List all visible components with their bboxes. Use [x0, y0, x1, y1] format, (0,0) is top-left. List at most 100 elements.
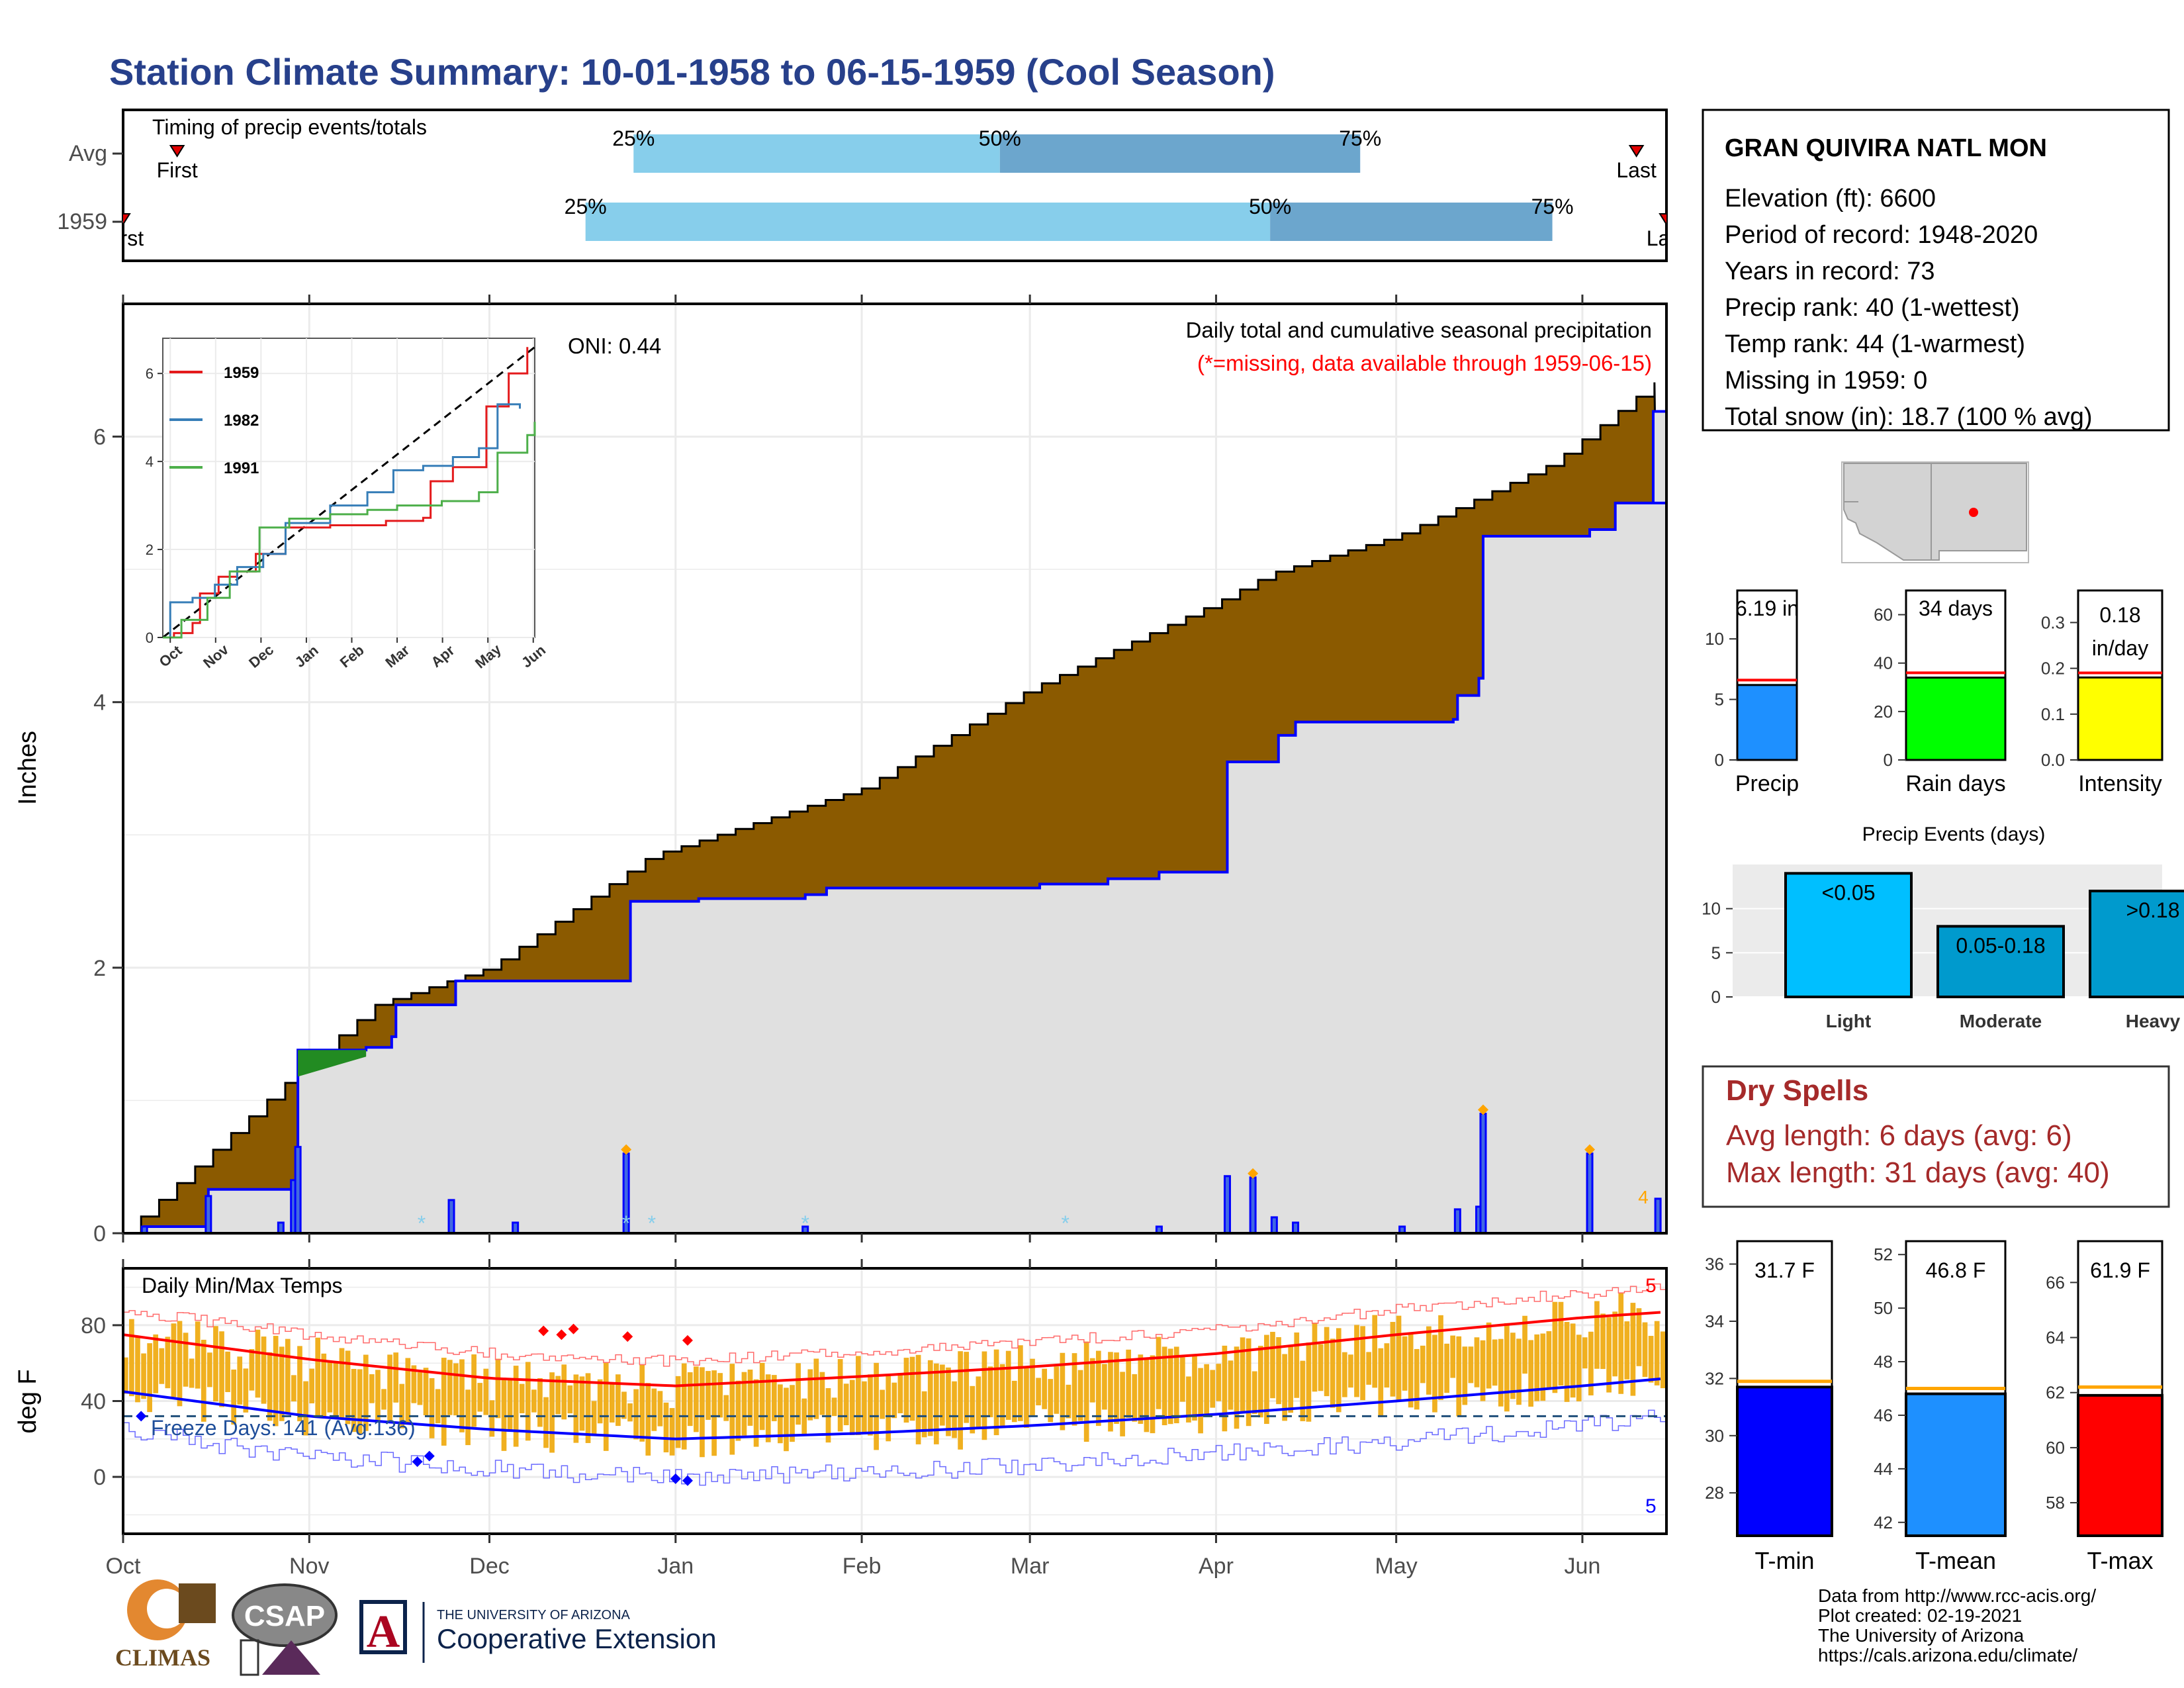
temp-summary-tick-label: 34 — [1705, 1311, 1724, 1331]
first-marker — [123, 213, 131, 226]
temp-day-bar — [1534, 1334, 1540, 1401]
temp-day-bar — [897, 1373, 903, 1413]
page-title: Station Climate Summary: 10-01-1958 to 0… — [109, 51, 1275, 93]
daily-precip-bar — [1453, 1208, 1461, 1233]
temp-day-bar — [1132, 1374, 1138, 1422]
temp-day-bar — [1408, 1334, 1414, 1408]
map-states — [1843, 463, 2027, 561]
precip-max-marker — [621, 1144, 632, 1155]
temp-day-bar — [1558, 1301, 1564, 1386]
temp-day-bar — [1138, 1354, 1144, 1424]
csap-logo: CSAP — [232, 1583, 338, 1676]
precip-y-tick-label: 0 — [93, 1221, 106, 1246]
temp-day-bar — [1450, 1335, 1456, 1378]
temp-day-bar — [333, 1362, 339, 1418]
temp-day-bar — [657, 1391, 663, 1427]
temp-y-ticks: 0 40 80 — [81, 1313, 123, 1490]
temp-day-bar — [1474, 1337, 1480, 1387]
temp-y-tick-label: 40 — [81, 1389, 106, 1415]
dry-spells-avg: Avg length: 6 days (avg: 6) — [1726, 1119, 2072, 1152]
temp-day-bar — [958, 1351, 963, 1450]
temp-day-bar — [1276, 1336, 1281, 1405]
temp-day-bar — [921, 1391, 927, 1438]
temp-summary-bar — [1736, 1385, 1833, 1538]
summary-bar — [1736, 684, 1798, 761]
temp-day-bar — [339, 1348, 345, 1419]
temp-day-bar — [1438, 1315, 1443, 1400]
temp-day-bar — [1486, 1322, 1492, 1389]
precip-missing-note: (*=missing, data available through 1959-… — [1197, 351, 1652, 375]
temp-day-bar — [633, 1389, 639, 1440]
temp-day-bar — [964, 1352, 970, 1423]
temp-day-bar — [1504, 1323, 1510, 1412]
temp-day-bar — [1270, 1331, 1275, 1399]
temp-day-bar — [1384, 1343, 1390, 1388]
temp-day-bar — [1161, 1346, 1167, 1426]
temp-day-bar — [1144, 1359, 1150, 1432]
temp-day-bar — [1216, 1364, 1222, 1401]
temp-day-bar — [1071, 1353, 1077, 1426]
temp-day-bar — [465, 1389, 471, 1446]
temp-day-bar — [387, 1354, 392, 1423]
summary-bar — [2077, 676, 2163, 761]
events-bar — [2089, 890, 2184, 998]
month-label: Mar — [1011, 1554, 1050, 1579]
temp-day-bar — [729, 1364, 735, 1455]
temp-day-bar — [357, 1369, 363, 1434]
temp-day-bar — [441, 1358, 447, 1446]
summary-bar-label: Rain days — [1905, 771, 2005, 796]
temp-day-bar — [447, 1360, 453, 1415]
precip-area — [123, 382, 1666, 1233]
temp-day-bar — [940, 1364, 945, 1426]
temp-day-bar — [1186, 1376, 1191, 1423]
timing-bar-q2 — [633, 134, 1000, 173]
temp-day-bar — [1083, 1341, 1089, 1442]
temp-day-bar — [663, 1402, 669, 1453]
summary-bar-tick-label: 5 — [1715, 690, 1724, 710]
precip-y-tick-label: 2 — [93, 956, 106, 981]
inset-line-1959 — [163, 347, 529, 639]
temp-day-bar — [1330, 1338, 1336, 1408]
temp-day-bar — [645, 1383, 651, 1456]
temp-day-bar — [531, 1389, 537, 1413]
record-high-marker — [622, 1331, 633, 1342]
temp-day-bar — [507, 1378, 513, 1431]
temp-summary-label: T-max — [2087, 1547, 2153, 1574]
temp-day-bar — [1036, 1378, 1041, 1406]
temp-day-bar — [273, 1336, 279, 1427]
temp-day-bar — [681, 1363, 687, 1450]
temp-day-bar — [573, 1374, 579, 1443]
temp-day-bar — [1342, 1352, 1347, 1397]
temp-day-bar — [1180, 1357, 1185, 1402]
inset-lines — [162, 346, 536, 639]
temp-day-bar — [987, 1366, 993, 1417]
temp-day-bar — [207, 1352, 212, 1387]
temp-day-bar — [771, 1375, 777, 1421]
temp-day-bar — [1264, 1335, 1269, 1425]
info-temp-rank: Temp rank: 44 (1-warmest) — [1725, 330, 2025, 358]
summary-bar-value: 34 days — [1919, 596, 1993, 620]
temp-day-bar — [321, 1353, 327, 1418]
inset-y-tick-label: 0 — [146, 630, 154, 646]
temp-day-bar — [801, 1398, 807, 1436]
temp-panel: Daily Min/Max Temps Freeze Days: 141 (Av… — [14, 1259, 1668, 1579]
temp-day-bar — [489, 1400, 495, 1437]
temp-day-bar — [231, 1369, 237, 1425]
inset-legend-label: 1991 — [224, 459, 259, 477]
station-info-box: GRAN QUIVIRA NATL MON Elevation (ft): 66… — [1702, 109, 2170, 432]
temp-day-bar — [1480, 1340, 1486, 1401]
temp-summary-value: 46.8 F — [1926, 1258, 1986, 1282]
temp-day-bar — [1426, 1326, 1432, 1395]
temp-day-bar — [765, 1374, 771, 1442]
temp-day-bar — [909, 1356, 915, 1421]
temp-count-max: 5 — [1645, 1275, 1657, 1297]
temp-day-bar — [315, 1337, 321, 1417]
temp-day-bar — [363, 1354, 369, 1431]
summary-bar-tick-label: 10 — [1705, 629, 1724, 649]
temp-summary-tick-label: 32 — [1705, 1368, 1724, 1388]
missing-marker: * — [418, 1211, 426, 1235]
temp-day-bar — [1336, 1328, 1342, 1413]
temp-day-bar — [345, 1350, 351, 1425]
station-location-marker — [1969, 508, 1978, 517]
freeze-days-label: Freeze Days: 141 (Avg:136) — [151, 1416, 416, 1440]
